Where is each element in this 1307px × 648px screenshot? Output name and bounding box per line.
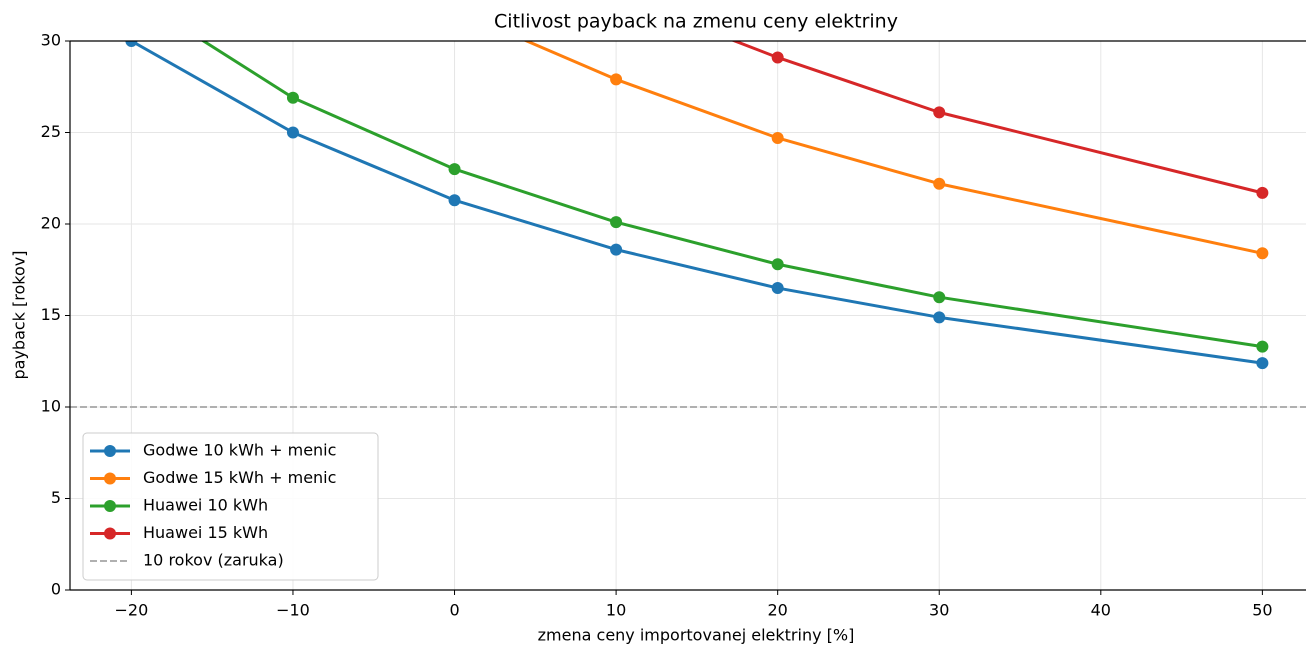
legend-box (82, 432, 379, 581)
data-point (286, 126, 299, 139)
legend: Godwe 10 kWh + menic Godwe 15 kWh + menic… (82, 432, 379, 581)
data-point (610, 0, 622, 1)
data-point (1256, 247, 1269, 260)
x-tick-label: 20 (767, 601, 787, 620)
data-point (448, 194, 461, 207)
legend-marker (104, 500, 116, 512)
data-point (933, 177, 946, 190)
legend-label: Godwe 10 kWh + menic (143, 441, 336, 460)
data-point (449, 4, 461, 16)
x-tick-label: 10 (606, 601, 626, 620)
series-line (200, 41, 1263, 349)
x-tick-label: 50 (1252, 601, 1272, 620)
data-point (933, 311, 946, 324)
x-tick-label: 30 (929, 601, 949, 620)
data-point (286, 91, 299, 104)
legend-marker (104, 472, 116, 485)
series-line (730, 41, 1263, 195)
y-tick-label: 15 (41, 305, 61, 324)
y-axis-label: payback [rokov] (10, 251, 29, 380)
legend-label: Huawei 15 kWh (143, 523, 268, 542)
y-tick-label: 5 (51, 488, 61, 507)
axes: −20 −10 0 10 20 30 40 50 0 5 10 15 20 25 30 (41, 31, 1306, 620)
data-point (933, 291, 946, 304)
x-tick-label: −20 (115, 601, 149, 620)
y-tick-label: 10 (41, 397, 61, 416)
chart-title: Citlivost payback na zmenu ceny elektrin… (494, 11, 898, 33)
data-point (448, 163, 461, 176)
data-point (610, 73, 623, 86)
series-line (523, 41, 1263, 255)
data-point (1256, 340, 1269, 353)
x-tick-label: 0 (449, 601, 459, 620)
x-axis-label: zmena ceny importovanej elektriny [%] (538, 626, 855, 645)
y-tick-label: 20 (41, 214, 61, 233)
data-point (610, 216, 623, 229)
plot-area (70, 0, 1306, 408)
data-point (771, 258, 784, 271)
data-point (771, 131, 784, 144)
y-tick-label: 0 (51, 580, 61, 599)
legend-label: Huawei 10 kWh (143, 496, 268, 515)
data-point (1256, 357, 1269, 370)
series-line (130, 41, 1263, 365)
y-tick-label: 30 (41, 31, 61, 50)
data-point (771, 282, 784, 295)
x-tick-label: 40 (1091, 601, 1111, 620)
legend-marker (104, 445, 116, 457)
data-point (771, 51, 784, 64)
x-tick-label: −10 (276, 601, 310, 620)
legend-label: Godwe 15 kWh + menic (143, 468, 336, 487)
legend-label: 10 rokov (zaruka) (143, 551, 284, 570)
data-point (610, 243, 623, 256)
data-point (125, 41, 138, 47)
data-point (933, 106, 946, 119)
y-tick-label: 25 (41, 122, 61, 141)
data-point (1256, 186, 1269, 199)
legend-marker (104, 527, 116, 540)
data-point (125, 0, 137, 1)
